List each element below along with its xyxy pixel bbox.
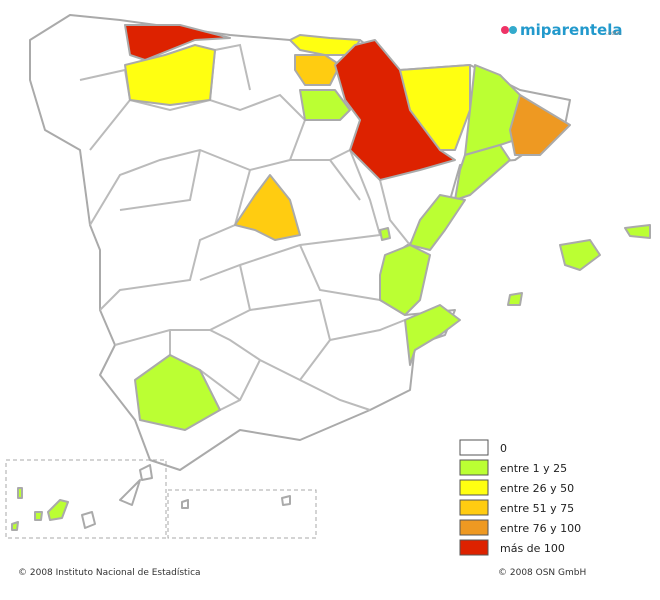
inset-ceuta-melilla [167,489,317,539]
island [11,521,19,531]
copyright-left: © 2008 Instituto Nacional de Estadística [18,568,201,578]
legend: 0 entre 1 y 25 entre 26 y 50 entre 51 y 75 e… [459,439,581,556]
province [379,227,391,241]
logo-text: miparentela [520,21,623,39]
legend-swatch [459,499,489,516]
province [379,244,431,316]
legend-swatch [459,459,489,476]
legend-label: más de 100 [500,542,565,555]
legend-label: entre 76 y 100 [500,522,581,535]
legend-swatch [459,479,489,496]
legend-label: entre 26 y 50 [500,482,574,495]
island [119,479,141,506]
island [17,487,23,499]
legend-swatch [459,519,489,536]
logo-suffix: .com [606,30,621,37]
legend-swatch [459,439,489,456]
island [181,499,189,509]
province [399,64,471,151]
copyright-right: © 2008 OSN GmbH [498,568,586,578]
province [299,89,351,121]
legend-label: entre 1 y 25 [500,462,567,475]
province [464,64,521,156]
island [281,495,291,506]
province [624,224,651,239]
legend-swatch [459,539,489,556]
logo-icon [509,26,517,34]
province [124,24,231,61]
island [139,464,153,481]
province [134,354,221,431]
province [404,304,461,366]
province [509,94,571,156]
province [124,44,216,106]
province [294,54,341,86]
province [334,39,456,181]
province [234,174,301,241]
canary-islands [11,464,291,531]
island [34,511,43,521]
province [454,144,511,201]
logo-icon [501,26,509,34]
legend-label: entre 51 y 75 [500,502,574,515]
province [507,292,523,306]
province-borders [79,43,411,411]
legend-label: 0 [500,442,507,455]
island [47,499,69,521]
province [409,194,466,251]
island [81,511,96,529]
province [559,239,601,271]
inset-canarias [5,459,167,539]
logo: miparentela .com [501,21,623,39]
